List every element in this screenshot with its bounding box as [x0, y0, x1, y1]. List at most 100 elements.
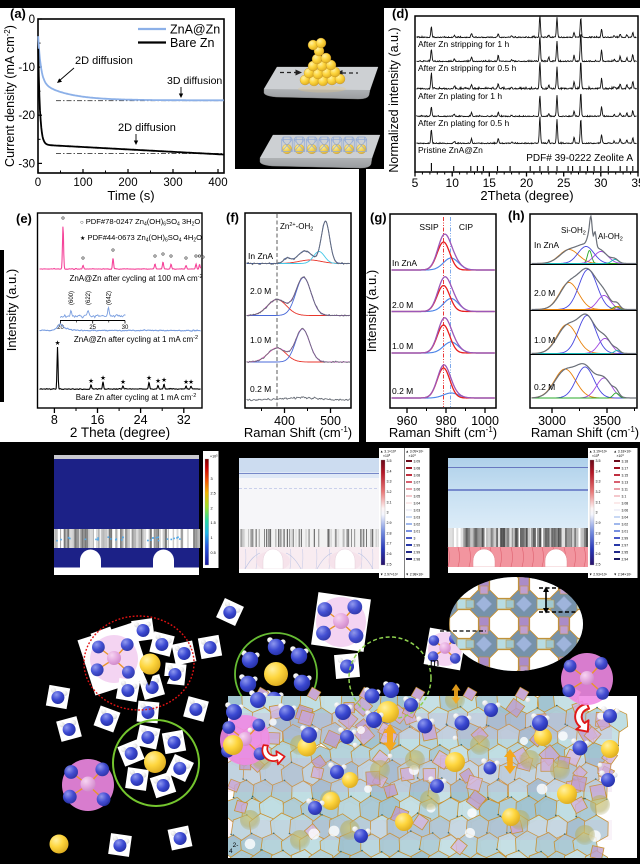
- svg-text:3.1: 3.1: [596, 500, 601, 504]
- svg-text:★: ★: [183, 378, 189, 386]
- svg-text:1.0 M: 1.0 M: [392, 341, 413, 351]
- svg-text:2.9: 2.9: [596, 521, 601, 525]
- svg-text:500: 500: [320, 414, 341, 428]
- svg-text:1.5: 1.5: [211, 521, 216, 525]
- svg-text:▲ 3.09×10³: ▲ 3.09×10³: [406, 450, 425, 454]
- svg-text:35: 35: [631, 176, 640, 190]
- svg-text:3.01: 3.01: [622, 530, 629, 534]
- svg-text:Time (s): Time (s): [107, 188, 154, 203]
- svg-text:2.0 M: 2.0 M: [250, 286, 271, 296]
- svg-text:In ZnA: In ZnA: [392, 258, 417, 268]
- svg-text:25: 25: [89, 325, 96, 331]
- svg-text:(f): (f): [226, 210, 239, 225]
- svg-text:2.5: 2.5: [387, 562, 392, 566]
- svg-text:×103: ×103: [617, 454, 625, 458]
- svg-text:3.3: 3.3: [596, 480, 601, 484]
- svg-text:0.2 M: 0.2 M: [392, 386, 413, 396]
- svg-text:Raman Shift (cm-1): Raman Shift (cm-1): [389, 425, 497, 440]
- svg-text:24: 24: [134, 413, 148, 427]
- svg-text:2.6: 2.6: [596, 552, 601, 556]
- svg-text:3.04: 3.04: [622, 516, 629, 520]
- svg-text:3.02: 3.02: [622, 523, 629, 527]
- svg-text:3.06: 3.06: [414, 488, 421, 492]
- svg-text:3.4: 3.4: [596, 469, 601, 473]
- svg-text:2.9: 2.9: [387, 521, 392, 525]
- svg-text:2 Theta (degree): 2 Theta (degree): [70, 425, 170, 440]
- svg-text:CIP: CIP: [459, 222, 474, 232]
- svg-text:2.5: 2.5: [211, 492, 216, 496]
- svg-text:Al-OH2: Al-OH2: [598, 232, 623, 243]
- svg-text:3: 3: [211, 477, 213, 481]
- svg-text:25: 25: [557, 176, 571, 190]
- svg-text:15: 15: [483, 176, 497, 190]
- svg-text:3: 3: [414, 537, 416, 541]
- svg-text:2.0 M: 2.0 M: [534, 288, 555, 298]
- svg-text:▼ 2.97×10⁴: ▼ 2.97×10⁴: [380, 573, 399, 577]
- svg-text:2.6: 2.6: [387, 552, 392, 556]
- svg-text:3.1: 3.1: [622, 495, 627, 499]
- svg-text:3.08: 3.08: [414, 474, 421, 478]
- svg-text:3.4: 3.4: [387, 469, 392, 473]
- svg-text:(622): (622): [86, 291, 92, 305]
- svg-text:★: ★: [161, 376, 167, 384]
- svg-text:3: 3: [387, 511, 389, 515]
- svg-text:Normalized intensity (a.u.): Normalized intensity (a.u.): [387, 27, 401, 172]
- svg-text:3.01: 3.01: [414, 530, 421, 534]
- svg-text:m: m: [430, 657, 439, 669]
- svg-text:2.7: 2.7: [596, 542, 601, 546]
- svg-text:2.5: 2.5: [596, 562, 601, 566]
- svg-text:After Zn plating for 1 h: After Zn plating for 1 h: [418, 91, 502, 101]
- svg-text:30: 30: [594, 176, 608, 190]
- svg-text:3500: 3500: [593, 414, 621, 428]
- svg-text:2D diffusion: 2D diffusion: [75, 55, 133, 67]
- svg-text:Si-OH2: Si-OH2: [561, 226, 586, 237]
- svg-text:(g): (g): [370, 210, 387, 225]
- svg-text:3.5: 3.5: [387, 459, 392, 463]
- svg-text:-20: -20: [18, 110, 35, 122]
- svg-text:1: 1: [211, 536, 213, 540]
- svg-text:200: 200: [118, 177, 137, 189]
- svg-text:★: ★: [188, 378, 194, 386]
- svg-text:10: 10: [446, 176, 460, 190]
- svg-text:(a): (a): [10, 6, 26, 21]
- svg-text:Bare Zn after cycling at 1 mA: Bare Zn after cycling at 1 mA cm-2: [76, 393, 197, 402]
- svg-text:3.2: 3.2: [596, 490, 601, 494]
- svg-text:980: 980: [436, 414, 457, 428]
- svg-text:-10: -10: [18, 62, 35, 74]
- svg-text:Current density (mA cm-2): Current density (mA cm-2): [3, 25, 17, 167]
- svg-text:★ PDF#44-0673 Zn4(OH)6SO4 4H2O: ★ PDF#44-0673 Zn4(OH)6SO4 4H2O: [80, 233, 202, 244]
- svg-text:3.07: 3.07: [414, 481, 421, 485]
- svg-text:2Theta (degree): 2Theta (degree): [480, 188, 573, 203]
- svg-text:(e): (e): [16, 211, 32, 226]
- svg-text:SSIP: SSIP: [419, 222, 439, 232]
- svg-text:★: ★: [55, 339, 61, 347]
- svg-text:2.94: 2.94: [622, 558, 629, 562]
- svg-text:3.04: 3.04: [414, 502, 421, 506]
- svg-text:In ZnA: In ZnA: [248, 251, 273, 261]
- svg-text:3.06: 3.06: [622, 509, 629, 513]
- svg-text:★: ★: [88, 377, 94, 385]
- svg-text:32: 32: [177, 413, 191, 427]
- svg-text:400: 400: [208, 177, 227, 189]
- svg-text:400: 400: [274, 414, 295, 428]
- svg-text:3.11: 3.11: [622, 488, 628, 492]
- svg-text:○ PDF#78-0247 Zn4(OH)6SO4 3H2O: ○ PDF#78-0247 Zn4(OH)6SO4 3H2O: [80, 217, 200, 228]
- svg-text:2.99: 2.99: [414, 551, 421, 555]
- svg-text:3000: 3000: [538, 414, 566, 428]
- svg-text:In ZnA: In ZnA: [534, 240, 559, 250]
- svg-text:Raman Shift (cm-1): Raman Shift (cm-1): [531, 425, 639, 440]
- svg-text:★: ★: [155, 377, 161, 385]
- svg-text:3.08: 3.08: [414, 467, 421, 471]
- svg-text:▼ 2.93×10³: ▼ 2.93×10³: [589, 573, 608, 577]
- svg-text:×105: ×105: [210, 454, 218, 459]
- svg-text:▲ 3.19×10³: ▲ 3.19×10³: [589, 450, 608, 454]
- svg-text:0: 0: [35, 177, 41, 189]
- svg-text:2.97: 2.97: [622, 544, 629, 548]
- svg-text:2.95: 2.95: [622, 551, 629, 555]
- svg-text:3.2: 3.2: [387, 490, 392, 494]
- svg-text:ZnA@Zn after cycling at 1 mA c: ZnA@Zn after cycling at 1 mA cm-2: [74, 335, 198, 344]
- svg-text:After Zn stripping for 0.5 h: After Zn stripping for 0.5 h: [418, 63, 517, 73]
- svg-text:×105: ×105: [383, 454, 391, 458]
- svg-text:3.02: 3.02: [414, 523, 421, 527]
- svg-text:2.0 M: 2.0 M: [392, 300, 413, 310]
